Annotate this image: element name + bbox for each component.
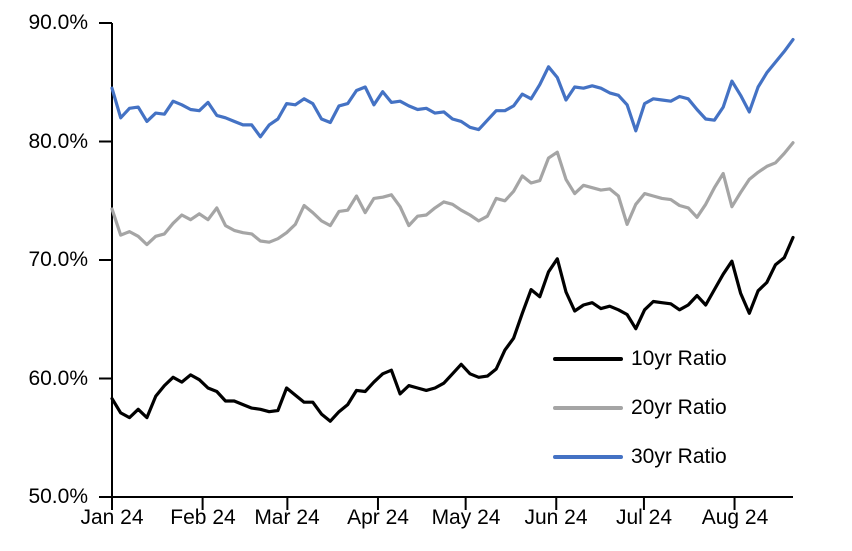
series-line-30yr-ratio (110, 37, 795, 139)
legend-line-10yr-ratio (553, 357, 623, 361)
legend-item-10yr-ratio: 10yr Ratio (553, 347, 727, 371)
y-tick-label-70: 70.0% (28, 248, 88, 271)
legend-line-20yr-ratio (553, 406, 623, 410)
x-tick-label-jan: Jan 24 (80, 506, 144, 529)
legend-label-20yr-ratio: 20yr Ratio (631, 396, 727, 419)
legend-label-30yr-ratio: 30yr Ratio (631, 445, 727, 468)
y-tick-label-90: 90.0% (28, 11, 88, 34)
y-tick-label-60: 60.0% (28, 367, 88, 390)
legend-item-20yr-ratio: 20yr Ratio (553, 396, 727, 420)
legend-line-30yr-ratio (553, 455, 623, 459)
y-tick-label-80: 80.0% (28, 130, 88, 153)
x-tick-label-mar: Mar 24 (254, 506, 320, 529)
series-line-10yr-ratio (110, 235, 795, 423)
x-tick-label-aug: Aug 24 (701, 506, 769, 529)
series-line-20yr-ratio (110, 141, 795, 247)
x-tick-label-feb: Feb 24 (170, 506, 236, 529)
x-tick-label-apr: Apr 24 (347, 506, 409, 529)
x-tick-label-jun: Jun 24 (524, 506, 588, 529)
x-tick-label-jul: Jul 24 (615, 506, 673, 529)
legend-item-30yr-ratio: 30yr Ratio (553, 445, 727, 469)
legend-label-10yr-ratio: 10yr Ratio (631, 347, 727, 370)
x-tick-label-may: May 24 (431, 506, 501, 529)
y-tick-label-50: 50.0% (28, 485, 88, 508)
